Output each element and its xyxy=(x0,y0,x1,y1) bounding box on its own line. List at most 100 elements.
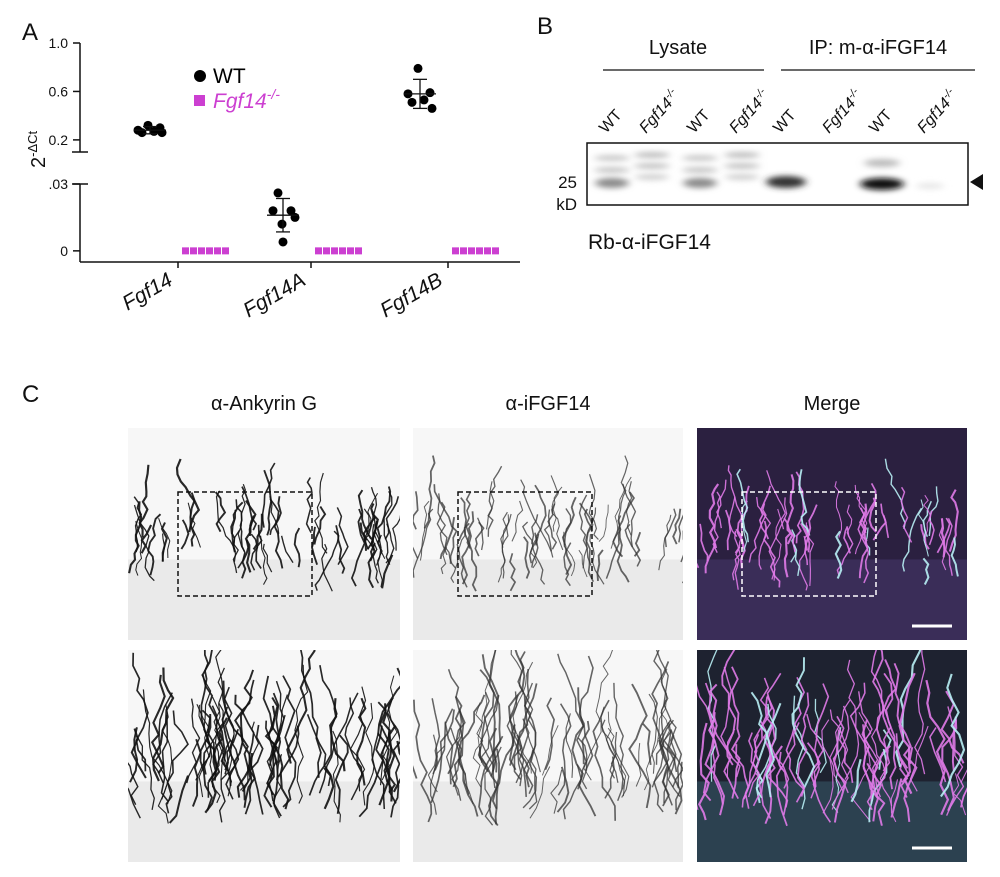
data-point xyxy=(476,247,483,255)
neurite xyxy=(952,773,967,816)
band xyxy=(683,178,717,188)
data-point xyxy=(149,126,159,136)
neurite xyxy=(386,698,400,818)
neurite xyxy=(520,479,554,558)
neurite xyxy=(332,730,341,823)
neurite xyxy=(846,504,853,543)
error-bar xyxy=(413,78,427,110)
micrograph-haze xyxy=(413,781,683,862)
neurite xyxy=(598,504,609,542)
neurite xyxy=(582,507,597,569)
neurite xyxy=(850,759,862,803)
neurite xyxy=(531,533,540,568)
neurite xyxy=(523,536,531,579)
neurite xyxy=(768,497,788,580)
neurite xyxy=(813,698,827,774)
neurite xyxy=(413,546,419,559)
neurite xyxy=(544,697,555,771)
neurite xyxy=(643,668,668,791)
neurite xyxy=(898,672,916,795)
neurite xyxy=(497,514,510,583)
neurite xyxy=(392,514,400,551)
data-point xyxy=(214,247,221,255)
neurite xyxy=(218,739,232,823)
neurite xyxy=(748,503,767,563)
neurite xyxy=(201,650,229,772)
neurite xyxy=(929,727,947,783)
band xyxy=(635,174,669,180)
neurite xyxy=(836,715,854,784)
band xyxy=(594,167,630,173)
y-tick-label: 1.0 xyxy=(49,35,69,51)
y-tick-label: 0.6 xyxy=(49,83,69,99)
band xyxy=(916,183,944,189)
band xyxy=(682,155,718,161)
neurite xyxy=(940,673,966,798)
neurite xyxy=(488,724,516,827)
data-point xyxy=(182,247,189,255)
neurite xyxy=(440,546,448,575)
neurite xyxy=(263,697,279,808)
neurite xyxy=(427,745,446,793)
neurite xyxy=(651,661,678,773)
neurite xyxy=(698,722,710,821)
neurite xyxy=(293,527,301,568)
neurite xyxy=(780,722,800,771)
data-point xyxy=(273,188,283,198)
neurite xyxy=(707,650,718,782)
neurite xyxy=(480,691,490,767)
neurite xyxy=(334,734,349,814)
neurite xyxy=(563,508,572,546)
y-tick-label: 0 xyxy=(60,243,68,259)
column-title: Merge xyxy=(804,393,861,415)
band-arrow xyxy=(970,174,983,190)
micrograph xyxy=(697,650,967,862)
neurite xyxy=(381,554,394,589)
neurite xyxy=(509,694,525,784)
neurite xyxy=(704,682,739,800)
neurite xyxy=(263,469,273,536)
neurite xyxy=(884,458,906,530)
data-point xyxy=(206,247,213,255)
band xyxy=(725,174,759,180)
neurite xyxy=(286,650,316,764)
neurite xyxy=(617,455,629,529)
neurite xyxy=(241,539,250,579)
legend-label: WT xyxy=(213,65,246,88)
column-title: α-Ankyrin G xyxy=(211,393,317,415)
group-label: Lysate xyxy=(649,37,707,59)
lane-label: Fgf14-/- xyxy=(913,86,962,137)
neurite xyxy=(436,501,457,569)
neurite xyxy=(135,521,143,576)
neurite xyxy=(433,484,458,564)
neurite xyxy=(456,543,468,588)
neurite xyxy=(764,696,789,808)
lane-label-text: WT xyxy=(596,107,625,137)
neurite xyxy=(358,725,384,818)
neurite xyxy=(903,747,918,823)
neurite xyxy=(758,485,771,540)
neurite xyxy=(180,519,190,550)
neurite xyxy=(367,542,376,589)
neurite xyxy=(844,659,860,780)
neurite xyxy=(923,494,932,545)
neurite xyxy=(730,666,741,799)
lane-label: WT xyxy=(770,107,799,137)
neurite xyxy=(578,494,592,566)
neurite xyxy=(350,508,366,587)
neurite xyxy=(670,729,683,788)
neurite xyxy=(880,503,890,539)
neurite xyxy=(434,721,447,771)
neurite xyxy=(653,730,672,813)
group-label: IP: m-α-iFGF14 xyxy=(809,37,947,59)
neurite xyxy=(766,470,786,530)
neurite xyxy=(240,679,264,815)
neurite xyxy=(726,728,736,778)
data-point xyxy=(222,247,229,255)
neurite xyxy=(550,769,563,814)
neurite xyxy=(821,719,834,814)
neurite xyxy=(633,531,642,557)
data-point xyxy=(339,247,346,255)
neurite xyxy=(858,503,868,534)
neurite xyxy=(252,513,263,551)
